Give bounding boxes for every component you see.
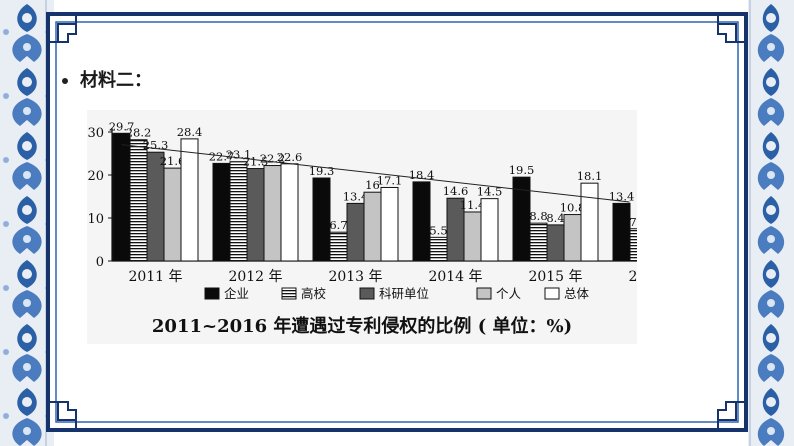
bar-科研单位-4 <box>546 224 565 262</box>
bar-高校-4 <box>529 222 548 262</box>
bar-个人-0 <box>163 167 182 262</box>
data-label: 25.3 <box>143 138 169 152</box>
legend-swatch <box>544 287 560 300</box>
bullet-icon <box>62 78 68 84</box>
bar-个人-3 <box>463 211 482 262</box>
data-label: 19.5 <box>509 163 535 177</box>
chart-title: 2011~2016 年遭遇过专利侵权的比例 ( 单位：%) <box>152 315 572 337</box>
bar-科研单位-0 <box>146 151 165 262</box>
bar-企业-2 <box>312 177 331 262</box>
bar-高校-0 <box>129 139 148 262</box>
legend-label: 科研单位 <box>379 286 429 301</box>
bar-总体-3 <box>480 198 499 262</box>
data-label: 14.6 <box>443 184 469 198</box>
data-label: 8.8 <box>529 209 547 223</box>
x-tick-label: 2012 年 <box>228 269 282 285</box>
y-tick-label: 20 <box>87 169 104 184</box>
legend-label: 高校 <box>301 286 327 301</box>
data-label: 16 <box>365 178 380 192</box>
data-label: 10.8 <box>560 201 586 215</box>
legend-swatch <box>281 287 297 300</box>
left-scroll-pattern <box>0 0 54 446</box>
bar-个人-1 <box>263 165 282 262</box>
frame-border <box>46 12 748 432</box>
bar-个人-2 <box>363 191 382 262</box>
bar-总体-2 <box>380 186 399 262</box>
data-label: 28.4 <box>177 125 203 139</box>
bar-企业-4 <box>512 176 531 262</box>
y-tick-label: 10 <box>87 212 104 227</box>
bar-高校-1 <box>229 161 248 262</box>
legend-label: 企业 <box>224 286 249 301</box>
data-label: 18.4 <box>409 168 435 182</box>
data-label: 11.4 <box>460 198 486 212</box>
x-tick-label: 2015 年 <box>528 269 582 285</box>
data-label: 21.6 <box>160 154 186 168</box>
legend-swatch <box>359 287 375 300</box>
bar-个人-4 <box>563 214 582 262</box>
bar-高校-2 <box>329 231 348 262</box>
material-heading: 材料二： <box>62 66 152 92</box>
bar-科研单位-1 <box>246 168 265 262</box>
legend-swatch <box>204 287 220 300</box>
right-scroll-pattern <box>748 0 794 446</box>
x-tick-label: 2011 年 <box>128 269 182 285</box>
data-label: 7.5 <box>629 215 637 229</box>
data-label: 13.4 <box>609 189 635 203</box>
bar-高校-5 <box>629 228 637 262</box>
bar-企业-3 <box>412 181 431 262</box>
data-label: 22.6 <box>277 150 303 164</box>
data-label: 5.5 <box>429 223 447 237</box>
data-label: 13.4 <box>343 189 369 203</box>
y-tick-label: 30 <box>87 126 104 141</box>
right-scroll-decoration <box>748 0 794 446</box>
x-tick-label: 2014 年 <box>428 269 482 285</box>
x-tick-label: 2013 年 <box>328 269 382 285</box>
material-label: 材料二： <box>80 70 152 91</box>
left-scroll-decoration <box>0 0 54 446</box>
data-label: 21.5 <box>243 155 269 169</box>
legend-label: 个人 <box>496 286 522 301</box>
bar-企业-0 <box>112 132 131 262</box>
bar-总体-1 <box>280 163 299 262</box>
bar-企业-1 <box>212 162 231 262</box>
data-label: 28.2 <box>126 126 152 140</box>
y-tick-label: 0 <box>96 255 104 270</box>
data-label: 6.7 <box>329 218 347 232</box>
data-label: 8.4 <box>546 211 564 225</box>
data-label: 14.5 <box>477 185 503 199</box>
bar-高校-3 <box>429 236 448 262</box>
legend-swatch <box>476 287 492 300</box>
trend-line <box>121 144 630 203</box>
data-label: 17.1 <box>377 173 403 187</box>
bar-企业-5 <box>612 202 631 262</box>
data-label: 29.7 <box>109 119 135 133</box>
bar-总体-0 <box>180 138 199 262</box>
legend-label: 总体 <box>564 286 590 301</box>
bar-科研单位-2 <box>346 202 365 262</box>
data-label: 18.1 <box>577 169 603 183</box>
bar-总体-4 <box>580 182 599 262</box>
x-tick-label: 2016 年 <box>628 269 637 285</box>
